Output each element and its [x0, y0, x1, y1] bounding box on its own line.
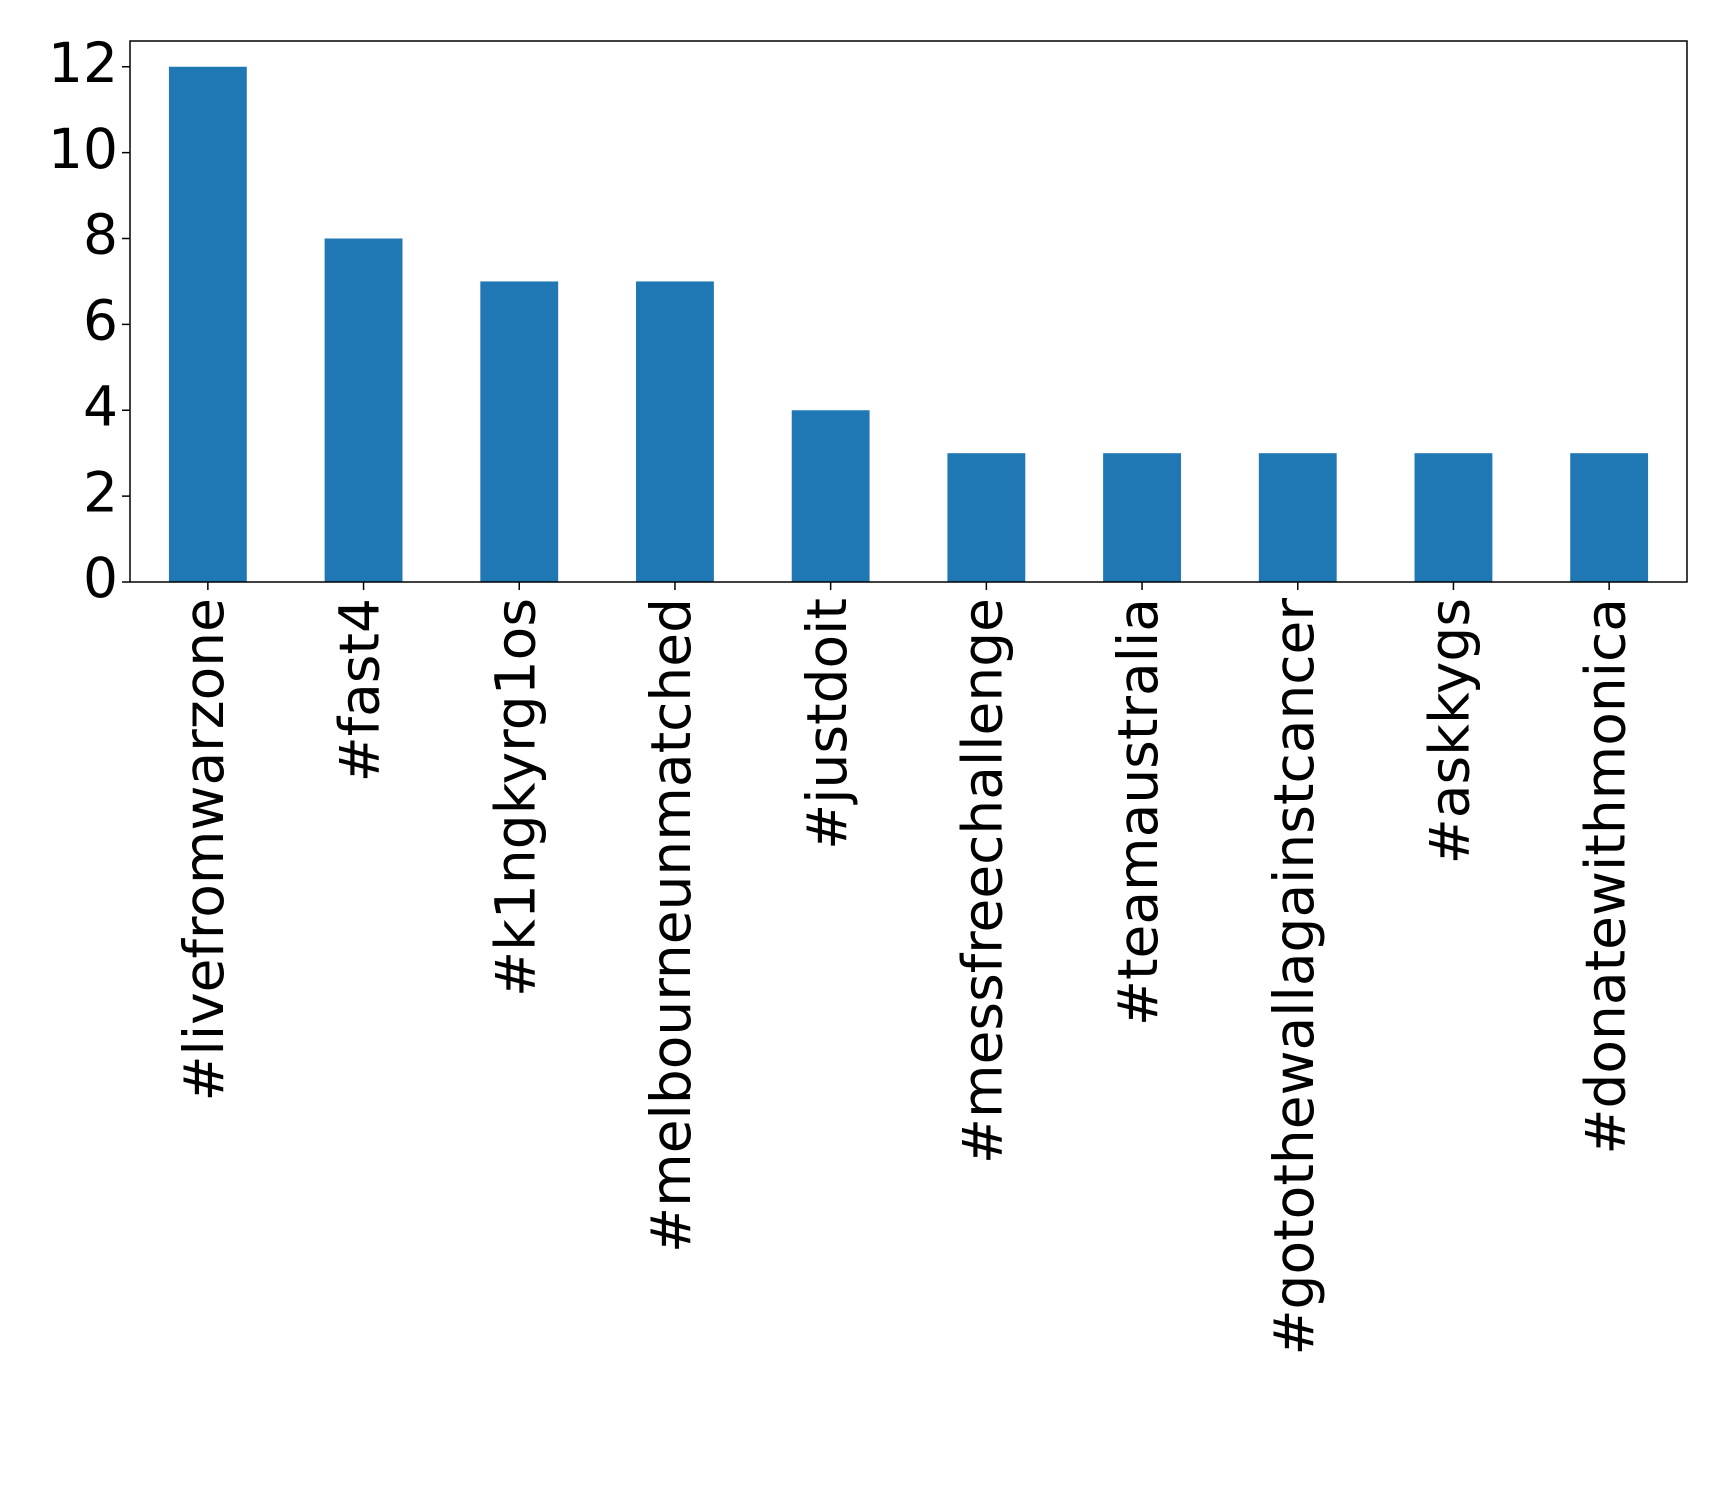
- x-tick-label: #k1ngkyrg1os: [483, 598, 547, 997]
- y-tick-label: 12: [48, 31, 118, 95]
- y-tick-label: 10: [48, 117, 118, 181]
- y-tick-label: 0: [83, 546, 118, 610]
- bar: [1103, 453, 1181, 582]
- plot-frame: [129, 40, 1688, 583]
- x-tick-label: #donatewithmonica: [1573, 598, 1637, 1155]
- bar: [480, 281, 559, 582]
- y-tick-label: 6: [83, 289, 118, 353]
- x-tick-label: #melbourneunmatched: [639, 598, 703, 1253]
- bar: [636, 281, 714, 582]
- bar: [1414, 453, 1493, 582]
- y-tick-label: 8: [83, 203, 118, 267]
- bar: [324, 238, 403, 582]
- x-tick-label: #fast4: [328, 598, 392, 782]
- x-tick-label: #livefromwarzone: [172, 598, 236, 1102]
- bar: [947, 453, 1026, 582]
- bar: [1570, 453, 1649, 582]
- y-tick-label: 4: [83, 374, 118, 438]
- x-tick-label: #justdoit: [795, 598, 859, 850]
- x-tick-label: #gotothewallagainstcancer: [1262, 598, 1326, 1356]
- x-tick-label: #messfreechallenge: [950, 598, 1014, 1164]
- bar: [791, 410, 870, 582]
- bar: [1258, 453, 1337, 582]
- x-tick-label: #teamaustralia: [1106, 598, 1170, 1026]
- bar: [168, 66, 247, 582]
- y-tick-label: 2: [83, 460, 118, 524]
- x-tick-label: #askkygs: [1418, 598, 1482, 864]
